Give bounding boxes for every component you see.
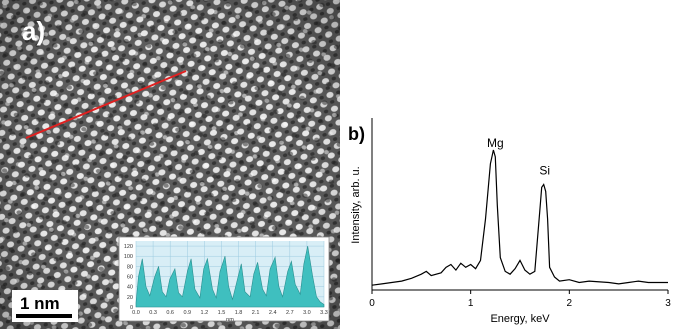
inset-x-tick-label: 1.2 <box>201 310 209 316</box>
inset-y-tick-label: 60 <box>127 275 133 281</box>
inset-x-tick-label: 0.6 <box>166 310 174 316</box>
inset-x-tick-label: 2.7 <box>286 310 294 316</box>
x-tick-label: 3 <box>665 298 671 309</box>
inset-x-tick-label: 3.3 <box>320 310 328 316</box>
inset-y-tick-label: 20 <box>127 295 133 301</box>
edx-spectrum-chart: b) 0 1 2 3 Mg Si Energy, keV Intensity, arb.… <box>348 118 671 325</box>
edx-spectrum-panel: b) 0 1 2 3 Mg Si Energy, keV Intensity, arb.… <box>340 0 683 329</box>
inset-y-tick-label: 0 <box>130 305 133 311</box>
inset-y-tick-label: 40 <box>127 285 133 291</box>
scale-bar-label: 1 nm <box>20 294 60 313</box>
peak-label-si: Si <box>539 164 550 178</box>
x-tick-label: 0 <box>369 298 375 309</box>
peak-label-mg: Mg <box>487 136 504 150</box>
inset-y-tick-label: 120 <box>124 244 133 250</box>
inset-x-tick-label: 0.9 <box>183 310 191 316</box>
line-profile-path <box>25 70 187 139</box>
scale-bar <box>16 314 72 318</box>
inset-profile-area <box>135 246 325 308</box>
intensity-profile-inset: 0 20 40 60 80 100 120 0.0 0.3 0.6 0.9 1.2 1.5 1.8 2.1… <box>118 236 330 323</box>
inset-x-axis-title: nm <box>226 317 234 323</box>
inset-x-tick-label: 2.4 <box>269 310 277 316</box>
inset-x-tick-label: 0.0 <box>132 310 140 316</box>
edx-spectrum-line <box>371 149 668 286</box>
panel-a-label: a) <box>22 16 45 46</box>
inset-x-tick-label: 0.3 <box>149 310 157 316</box>
x-tick-label: 1 <box>468 298 474 309</box>
x-tick-label: 2 <box>567 298 573 309</box>
hrtem-micrograph: a) 1 nm 0 20 40 60 80 100 120 0.0 0.3 0.6 0.9 1.2 1… <box>0 0 340 329</box>
inset-x-tick-label: 2.1 <box>252 310 260 316</box>
inset-x-tick-label: 3.0 <box>303 310 311 316</box>
inset-y-tick-label: 100 <box>124 254 133 260</box>
x-axis-title: Energy, keV <box>490 313 550 325</box>
inset-x-tick-label: 1.8 <box>235 310 243 316</box>
panel-b-label: b) <box>348 124 365 144</box>
hrtem-image-panel: a) 1 nm 0 20 40 60 80 100 120 0.0 0.3 0.6 0.9 1.2 1… <box>0 0 340 329</box>
inset-x-tick-label: 1.5 <box>218 310 226 316</box>
inset-y-tick-label: 80 <box>127 264 133 270</box>
y-axis-title: Intensity, arb. u. <box>350 166 362 243</box>
